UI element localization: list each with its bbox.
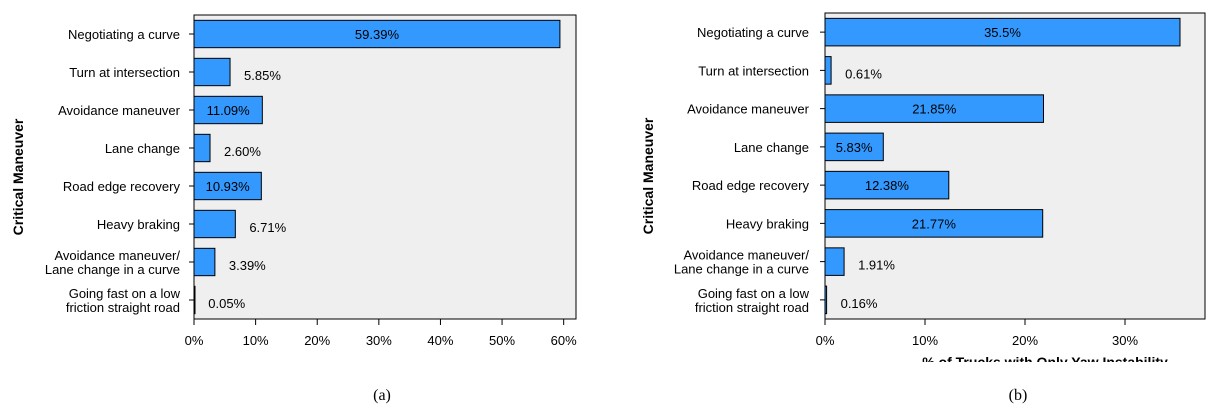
category-label: Turn at intersection <box>69 65 180 80</box>
x-tick-label: 0% <box>816 333 835 348</box>
value-label: 11.09% <box>207 103 251 118</box>
value-label: 59.39% <box>355 27 400 42</box>
value-label: 3.39% <box>229 258 266 273</box>
bar <box>824 209 1044 238</box>
bar <box>824 132 884 162</box>
x-axis-title: % of Trucks with Only Yaw Instability <box>922 354 1168 370</box>
value-label: 10.93% <box>206 179 251 194</box>
value-label: 0.61% <box>845 66 882 81</box>
category-label: Avoidance maneuver <box>687 102 810 117</box>
category-label: Heavy braking <box>726 216 809 231</box>
category-label: Negotiating a curve <box>68 27 180 42</box>
category-label: Avoidance maneuver/Lane change in a curv… <box>45 248 181 277</box>
value-label: 0.05% <box>208 296 245 311</box>
value-label: 2.60% <box>224 144 261 159</box>
category-label: Turn at intersection <box>698 63 809 78</box>
bar <box>193 247 216 277</box>
bar <box>193 171 262 201</box>
value-label: 6.71% <box>249 220 286 235</box>
bar <box>193 285 196 315</box>
y-axis-title: Critical Maneuver <box>640 117 656 234</box>
x-tick-label: 10% <box>243 333 269 348</box>
value-label: 0.16% <box>841 296 878 311</box>
value-label: 12.38% <box>865 178 910 193</box>
category-label: Road edge recovery <box>692 178 810 193</box>
bar <box>824 17 1181 47</box>
x-tick-label: 20% <box>1012 333 1038 348</box>
bar <box>193 19 561 49</box>
value-label: 5.83% <box>836 140 873 155</box>
value-label: 1.91% <box>858 258 895 273</box>
plot-area <box>824 12 1206 320</box>
bar <box>824 285 828 315</box>
chart-panel-b: Negotiating a curve 35.5% Turn at intersec… <box>640 12 1206 370</box>
panel-caption: (b) <box>1009 387 1028 404</box>
chart-panel-a: Negotiating a curve 59.39% Turn at interse… <box>10 14 577 404</box>
category-label: Avoidance maneuver/Lane change in a curv… <box>674 248 810 277</box>
bar <box>824 170 950 200</box>
bar <box>193 133 211 163</box>
category-label: Lane change <box>734 140 809 155</box>
category-label: Going fast on a low friction straight roa… <box>695 286 810 315</box>
value-label: 21.77% <box>912 216 957 231</box>
value-label: 5.85% <box>244 68 281 83</box>
y-axis-title: Critical Maneuver <box>10 118 26 235</box>
category-label: Negotiating a curve <box>697 25 809 40</box>
panel-caption: (a) <box>373 387 391 404</box>
x-tick-label: 0% <box>185 333 204 348</box>
x-tick-label: 30% <box>366 333 392 348</box>
category-label: Road edge recovery <box>63 179 181 194</box>
value-label: 35.5% <box>984 25 1021 40</box>
category-label: Lane change <box>105 141 180 156</box>
category-label: Heavy braking <box>97 217 180 232</box>
category-label: Going fast on a low friction straight roa… <box>66 286 181 315</box>
x-tick-label: 60% <box>551 333 577 348</box>
x-tick-label: 40% <box>427 333 453 348</box>
bar <box>193 209 236 239</box>
x-tick-label: 20% <box>304 333 330 348</box>
plot-area <box>193 14 577 320</box>
category-label: Avoidance maneuver <box>58 103 181 118</box>
x-tick-label: 10% <box>912 333 938 348</box>
bar <box>193 57 231 87</box>
value-label: 21.85% <box>912 102 957 117</box>
bar <box>824 94 1044 123</box>
bar <box>824 247 845 276</box>
x-tick-label: 30% <box>1112 333 1138 348</box>
bar <box>824 56 832 85</box>
x-tick-label: 50% <box>489 333 515 348</box>
bar <box>193 95 263 125</box>
